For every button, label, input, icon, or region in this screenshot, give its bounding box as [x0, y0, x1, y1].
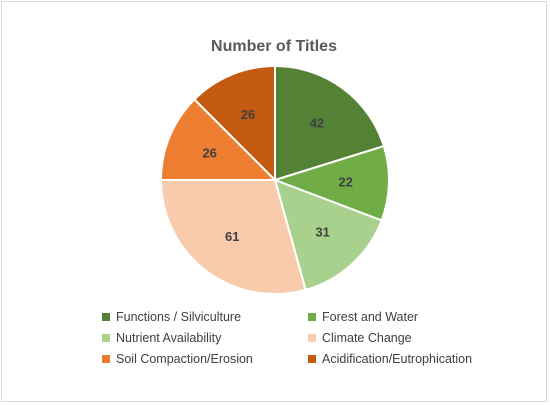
- legend-label-4: Soil Compaction/Erosion: [116, 352, 253, 366]
- legend-label-5: Acidification/Eutrophication: [322, 352, 473, 366]
- legend-item-5: Acidification/Eutrophication: [308, 350, 472, 368]
- legend-item-1: Forest and Water: [308, 308, 418, 326]
- legend-label-1: Forest and Water: [322, 310, 419, 324]
- pie-slice-1: [271, 144, 390, 222]
- chart-title: Number of Titles: [211, 38, 337, 55]
- pie-slice-5: [192, 64, 276, 183]
- pie-slice-4: [159, 97, 278, 181]
- legend-swatch-3: [308, 334, 316, 342]
- legend-swatch-2: [102, 334, 110, 342]
- data-label-3: 61: [225, 229, 239, 244]
- legend-item-0: Functions / Silviculture: [102, 308, 241, 326]
- legend-label-3: Climate Change: [322, 331, 412, 345]
- legend-swatch-1: [308, 313, 316, 321]
- data-label-4: 26: [202, 145, 216, 160]
- legend-item-4: Soil Compaction/Erosion: [102, 350, 253, 368]
- pie-slice-3: [159, 179, 307, 295]
- legend-item-2: Nutrient Availability: [102, 329, 221, 347]
- data-label-2: 31: [315, 225, 329, 240]
- data-label-1: 22: [338, 175, 352, 190]
- legend-label-0: Functions / Silviculture: [116, 310, 242, 324]
- pie-slice-0: [274, 64, 386, 182]
- legend-swatch-4: [102, 355, 110, 363]
- data-label-5: 26: [241, 107, 255, 122]
- legend-swatch-0: [102, 313, 110, 321]
- pie-slice-2: [273, 178, 383, 292]
- legend-item-3: Climate Change: [308, 329, 412, 347]
- data-label-0: 42: [310, 116, 324, 131]
- legend-label-2: Nutrient Availability: [116, 331, 222, 345]
- legend-swatch-5: [308, 355, 316, 363]
